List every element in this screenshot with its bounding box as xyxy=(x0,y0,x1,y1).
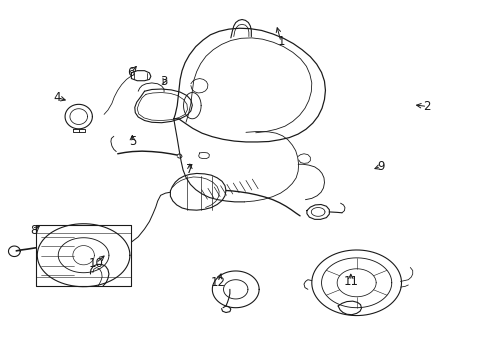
Text: 3: 3 xyxy=(160,75,167,88)
Text: 2: 2 xyxy=(423,100,430,113)
Text: 10: 10 xyxy=(88,257,103,270)
Text: 7: 7 xyxy=(186,163,193,176)
Text: 6: 6 xyxy=(127,66,135,79)
Text: 8: 8 xyxy=(30,224,38,238)
Text: 12: 12 xyxy=(210,276,224,289)
Text: 5: 5 xyxy=(128,135,136,148)
Text: 11: 11 xyxy=(343,275,358,288)
Text: 4: 4 xyxy=(53,91,61,104)
Text: 1: 1 xyxy=(277,35,284,49)
Text: 9: 9 xyxy=(377,160,384,173)
